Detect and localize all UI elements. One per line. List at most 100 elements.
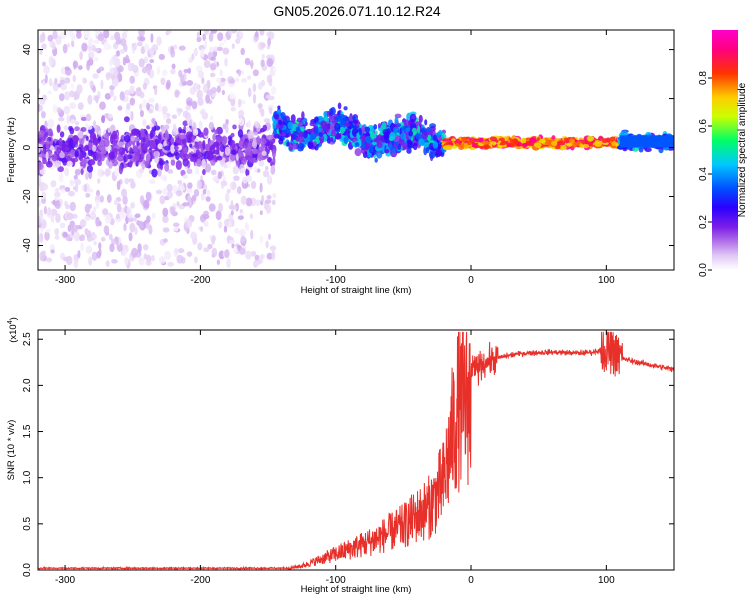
spectrogram-cell [111,78,119,88]
spectrogram-cell [560,145,567,151]
spectrogram-cell [62,43,68,54]
spectrogram-cell [127,217,134,223]
spectrogram-cell [262,170,270,178]
spectrogram-cell [111,159,119,167]
spectrogram-cell [428,150,436,159]
spectrogram-cell [216,85,221,94]
spectrogram-cell [252,83,257,93]
spectrogram-cell [586,135,595,142]
spectrogram-cell [242,176,248,184]
spectrogram-cell [85,192,91,198]
spectrogram-cell [230,132,235,138]
spectrogram-cell [86,165,94,173]
spectrogram-cell [162,227,170,233]
spectrogram-cell [113,199,119,206]
spectrogram-cell [86,125,93,130]
spectrogram-cell [239,139,243,149]
spectrogram-cell [544,139,553,145]
spectrogram-cell [266,74,273,84]
spectrogram-cell [265,166,269,171]
spectrogram-cell [268,95,275,101]
spectrogram-cell [63,125,68,131]
spectrogram-cell [85,245,93,254]
spectrogram-cell [38,235,42,243]
spectrogram-cell [130,111,134,121]
spectrogram-cell [74,150,80,158]
spectrogram-cell [209,145,216,155]
spectrogram-cell [57,166,64,173]
spectrogram-cell [228,30,233,36]
x-tick-label: 100 [598,275,615,286]
spectrogram-cell [117,141,124,148]
spectrogram-cell [64,66,70,71]
spectrogram-cell [208,31,214,42]
spectrogram-cell [209,115,214,121]
spectrogram-cell [54,187,60,193]
spectrogram-cell [383,131,391,140]
spectrogram-cell [45,151,49,161]
spectrogram-cell [527,141,535,147]
spectrogram-cell [182,157,189,167]
spectrogram-cell [182,110,189,118]
spectrogram-cell [109,89,114,97]
spectrogram-cell [461,138,467,142]
spectrogram-cell [149,139,157,150]
spectrogram-cell [74,126,80,132]
spectrogram-cell [242,141,248,149]
spectrogram-cell [136,87,142,92]
spectrogram-cell [237,69,242,77]
spectrogram-cell [207,243,213,250]
spectrogram-cell [56,107,62,114]
spectrogram-cell [109,233,113,241]
spectrogram-cell [59,222,66,229]
spectrogram-cell [154,102,159,112]
spectrogram-cell [72,75,77,83]
spectrogram-cell [273,113,280,120]
spectrogram-cell [70,119,76,125]
spectrogram-cell [193,48,198,55]
x-tick-label: -100 [326,575,346,586]
spectrogram-cell [216,126,223,135]
spectrogram-cell [84,216,90,222]
spectrogram-cell [50,214,55,223]
spectrogram-cell [329,122,336,131]
spectrogram-cell [389,132,396,141]
spectrogram-cell [145,153,151,164]
spectrogram-cell [97,153,102,163]
spectrogram-cell [225,118,229,125]
spectrogram-cell [66,255,73,266]
spectrogram-cell [75,31,82,39]
spectrogram-cell [261,150,267,156]
spectrogram-cell [92,39,100,45]
spectrogram-cell [138,220,144,229]
spectrogram-cell [205,196,211,202]
spectrogram-cell [138,58,145,68]
spectrogram-cell [313,141,317,147]
spectrogram-cell [76,84,83,94]
spectrogram-cell [551,140,558,147]
spectrogram-cell [93,47,101,53]
spectrogram-cell [145,260,152,266]
spectrogram-cell [247,87,252,98]
x-tick-label: 100 [598,575,615,586]
x-tick-label: -300 [55,575,75,586]
spectrogram-cell [138,257,145,266]
spectrogram-cell [223,36,227,43]
spectrogram-cell [455,142,460,147]
spectrogram-cell [369,144,375,153]
spectrogram-cell [119,211,127,220]
spectrogram-cell [246,142,252,153]
spectrogram-cell [58,172,64,183]
spectrogram-cell [129,147,133,155]
spectrogram-cell [43,131,49,138]
spectrogram-cell [417,125,421,134]
spectrogram-cell [216,46,223,52]
spectrogram-cell [240,195,247,205]
spectrogram-heatmap [38,30,674,269]
spectrogram-cell [219,144,226,153]
spectrogram-cell [202,188,207,195]
spectrogram-cell [217,32,224,42]
spectrogram-cell [509,142,518,146]
spectrogram-cell [177,111,181,116]
spectrogram-cell [301,111,305,120]
